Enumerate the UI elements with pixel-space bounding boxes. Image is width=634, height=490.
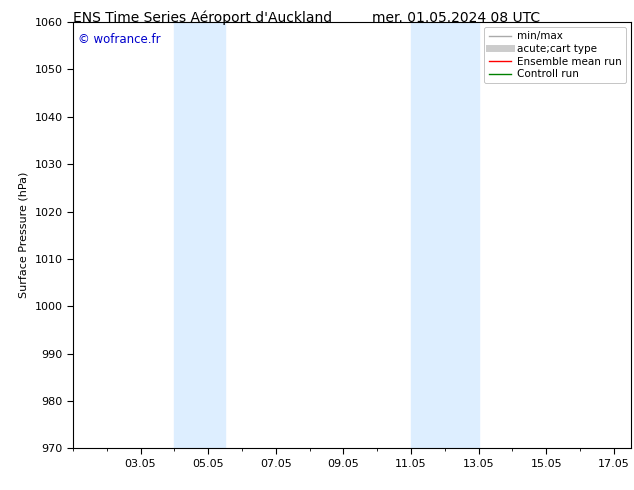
Bar bbox=[174, 22, 225, 448]
Text: ENS Time Series Aéroport d'Auckland: ENS Time Series Aéroport d'Auckland bbox=[74, 11, 332, 25]
Bar bbox=[411, 22, 479, 448]
Legend: min/max, acute;cart type, Ensemble mean run, Controll run: min/max, acute;cart type, Ensemble mean … bbox=[484, 27, 626, 83]
Text: mer. 01.05.2024 08 UTC: mer. 01.05.2024 08 UTC bbox=[372, 11, 541, 25]
Y-axis label: Surface Pressure (hPa): Surface Pressure (hPa) bbox=[19, 172, 29, 298]
Text: © wofrance.fr: © wofrance.fr bbox=[79, 33, 161, 46]
